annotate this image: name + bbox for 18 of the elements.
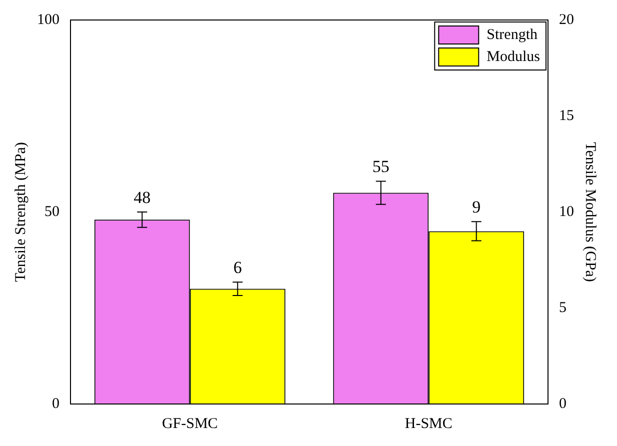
y2-tick-label: 10 (559, 204, 574, 220)
legend-label: Modulus (486, 48, 540, 65)
y2-tick-label: 15 (559, 108, 574, 124)
y-tick-label: 50 (44, 204, 60, 220)
data-label: 55 (372, 157, 390, 176)
y-axis-title: Tensile Strength (MPa) (12, 142, 29, 282)
y2-tick-label: 20 (559, 12, 574, 28)
y2-tick-label: 0 (559, 396, 566, 412)
y2-axis-title: Tensile Modulus (GPa) (582, 142, 598, 282)
legend-label: Strength (486, 26, 538, 43)
data-label: 9 (472, 198, 481, 217)
y-tick-label: 0 (52, 396, 60, 412)
x-tick-label: GF-SMC (162, 416, 218, 432)
data-label: 48 (134, 188, 151, 207)
y-tick-label: 100 (37, 12, 60, 28)
x-tick-label: H-SMC (404, 416, 452, 432)
y2-tick-label: 5 (559, 300, 566, 316)
data-label: 6 (233, 258, 242, 278)
